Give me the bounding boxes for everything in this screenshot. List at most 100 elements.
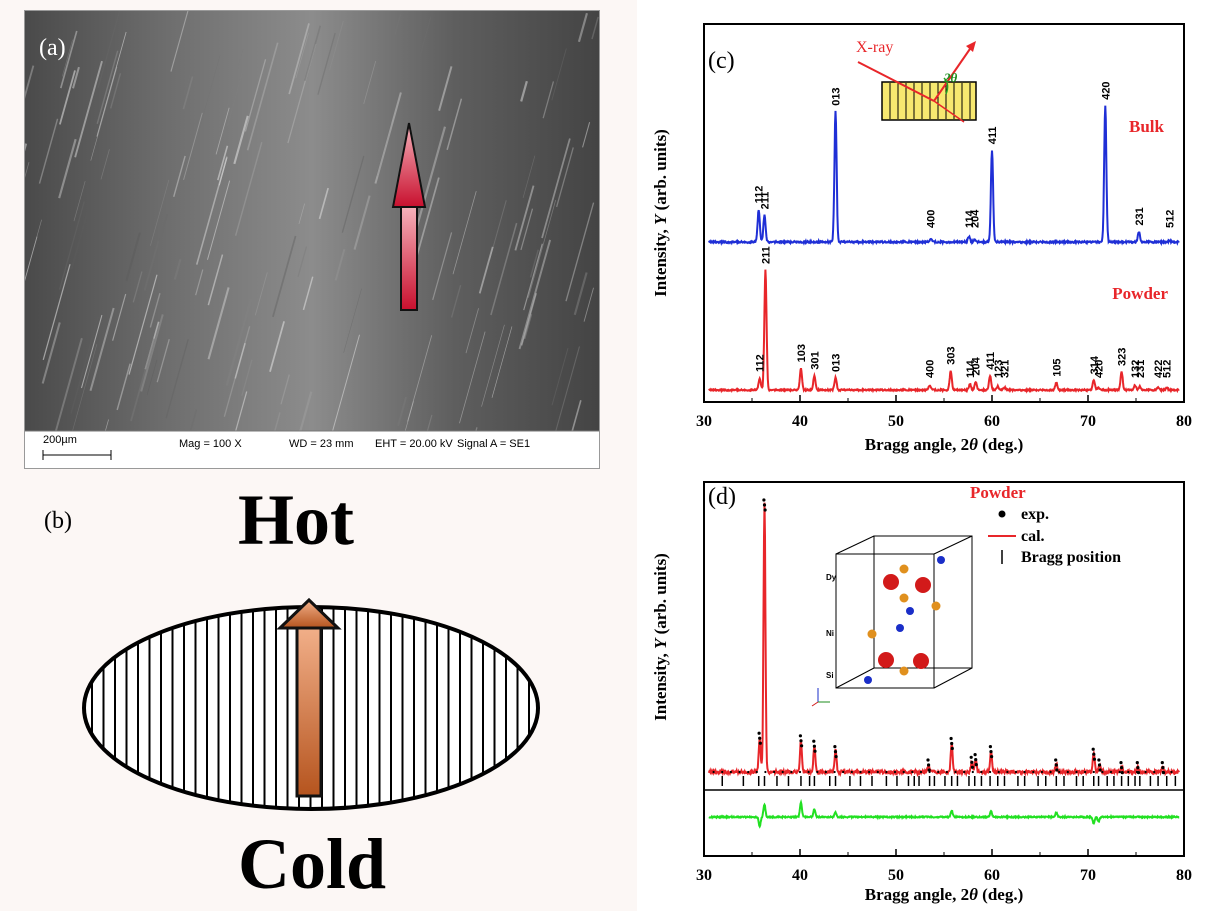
sem-streak [551,347,569,406]
peak-label: 314 [1089,355,1101,374]
sem-streak [150,179,170,246]
exp-point [1032,770,1035,774]
exp-point [945,770,948,774]
sem-streak [329,334,360,443]
sem-streak [96,50,119,125]
sem-streak [341,155,365,233]
exp-point [757,731,761,735]
sem-streak [280,374,290,405]
peak-label: 512 [1165,210,1177,228]
peak-label: 512 [1162,360,1174,378]
sem-streak [96,31,127,137]
sem-streak [465,308,479,354]
exp-point [885,770,888,774]
peak-label: 013 [831,87,843,105]
exp-point [1161,766,1165,770]
exp-point [1097,763,1102,767]
sem-streak [140,314,164,392]
atom-label-dy: Dy [826,573,837,582]
sem-streak [183,112,203,181]
sem-streak [68,344,98,445]
difference-curve [708,798,1180,829]
x-tick-label: 80 [1176,867,1192,884]
sem-streak [61,39,73,77]
peak-label: 420 [1094,360,1106,378]
sem-working-distance: WD = 23 mm [289,438,353,450]
exp-point [1136,766,1140,770]
sem-streak [207,287,230,360]
sem-streak [42,264,71,361]
sem-streak [407,335,433,422]
sem-streak [246,42,279,151]
exp-point [1135,770,1139,774]
exp-point [980,770,983,774]
sem-streak [520,208,534,251]
sem-streak [317,32,336,95]
exp-point [1119,761,1123,765]
sem-eht: EHT = 20.00 kV [375,438,453,450]
sem-streak [397,396,408,426]
sem-streak [334,248,346,281]
sem-info-bar [25,431,599,468]
sem-streak [128,274,158,375]
exp-point [1092,752,1096,756]
exp-point [963,770,966,774]
peak-label: 411 [985,352,997,370]
exp-point [970,760,974,764]
peak-label: 211 [760,192,772,210]
sem-streak [556,147,574,208]
sem-streak [58,138,77,199]
exp-point [1091,747,1095,751]
cold-label: Cold [238,824,386,904]
exp-point [764,770,767,774]
sem-streak [582,122,591,148]
exp-point [812,739,816,743]
sem-streak [25,219,42,280]
dy-atom [915,577,931,593]
sem-streak [207,180,231,260]
exp-point [721,770,724,774]
powder-series-label: Powder [1112,284,1168,303]
sem-streak [418,16,432,59]
bulk-pattern-line [707,105,1180,247]
peak-label: 132 [1130,360,1142,378]
sem-micrograph-panel: (a) 200µm Mag = 100 X WD = 23 mm EHT = 2… [24,10,600,469]
exp-point [1075,770,1078,774]
x-axis-label-c: Bragg angle, 2θ (deg.) [865,435,1024,454]
exp-point [1097,758,1101,762]
sem-streak [173,258,182,280]
exp-point [850,770,853,774]
sem-streak [173,155,186,197]
peak-label: 420 [1100,81,1112,99]
sem-streak [583,287,594,322]
peak-label: 231 [1135,360,1147,378]
peak-label: 013 [831,354,843,372]
x-tick-label: 50 [888,413,904,430]
exp-point [989,770,992,774]
exp-point [758,741,762,745]
sem-streak [394,14,402,37]
exp-point [790,770,793,774]
exp-point [762,498,766,502]
panel-d-label: (d) [708,484,736,510]
heat-flow-arrow-a [391,122,427,311]
incident-xray-line [857,61,935,102]
diffracted-xray-line [933,45,973,102]
sem-streak [438,66,453,111]
sem-streak [182,76,194,110]
sem-streak [542,81,555,119]
exp-point [800,744,804,748]
exp-point [928,770,931,774]
scale-bar-label: 200µm [43,434,77,446]
sem-streak [73,180,86,222]
sem-streak [288,23,310,95]
exp-point [876,770,879,774]
x-tick-label: 70 [1080,413,1096,430]
sem-streak [81,314,103,389]
sem-streak [70,211,89,270]
exp-point [973,753,977,757]
sem-streak [130,338,155,422]
peak-label: 204 [971,356,983,375]
sem-streak [38,118,59,184]
peak-label: 123 [993,360,1005,378]
